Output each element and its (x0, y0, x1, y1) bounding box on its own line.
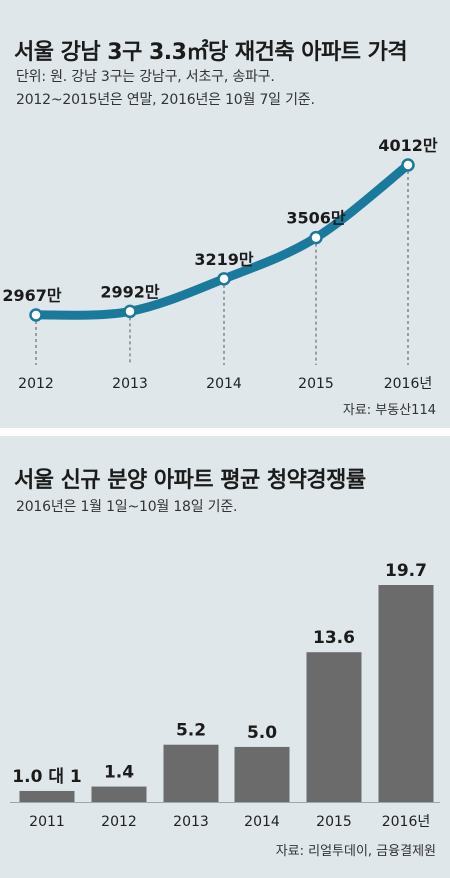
x-tick-4: 2016년 (384, 376, 433, 392)
bar-0 (19, 790, 75, 802)
bar-x-tick-4: 2015 (316, 814, 352, 830)
bar-x-tick-3: 2014 (244, 814, 280, 830)
line-chart-source: 자료: 부동산114 (342, 403, 436, 418)
bar-value-label-4: 13.6 (313, 628, 355, 648)
x-tick-1: 2013 (112, 376, 148, 392)
line-chart-title: 서울 강남 3구 3.3㎡당 재건축 아파트 가격 (14, 40, 408, 65)
bar-value-label-3: 5.0 (247, 723, 277, 743)
bar-value-label-2: 5.2 (176, 721, 206, 741)
bar-5 (378, 585, 434, 802)
x-tick-3: 2015 (298, 376, 334, 392)
bar-1 (91, 786, 147, 802)
x-tick-0: 2012 (18, 376, 54, 392)
bar-value-label-0: 1.0 대 1 (12, 767, 81, 787)
data-point-3 (309, 230, 323, 245)
x-tick-2: 2014 (206, 376, 242, 392)
bar-chart-subtitle: 2016년은 1월 1일~10월 18일 기준. (16, 499, 238, 515)
data-point-2 (217, 272, 231, 286)
line-chart: 2967만 2012 2992만 2013 3219만 2014 3506만 2015 4012… (2, 136, 438, 392)
bar-x-tick-5: 2016년 (382, 814, 431, 830)
bar-value-label-5: 19.7 (385, 561, 427, 581)
bar-4 (306, 652, 362, 802)
line-chart-panel: 서울 강남 3구 3.3㎡당 재건축 아파트 가격 단위: 원. 강남 3구는 … (0, 0, 450, 428)
value-label-1: 2992만 (100, 282, 160, 301)
bar-x-tick-2: 2013 (173, 814, 209, 830)
value-label-0: 2967만 (2, 286, 62, 305)
value-label-2: 3219만 (194, 250, 254, 269)
bar-chart-source: 자료: 리얼투데이, 금융결제원 (275, 844, 436, 859)
bar-chart-title: 서울 신규 분양 아파트 평균 청약경쟁률 (14, 468, 366, 493)
bar-chart-panel: 서울 신규 분양 아파트 평균 청약경쟁률 2016년은 1월 1일~10월 1… (0, 436, 450, 878)
value-label-4: 4012만 (378, 136, 438, 155)
bar-2 (163, 744, 219, 802)
data-point-1 (123, 304, 137, 319)
price-line (31, 160, 413, 320)
bar-chart: 1.0 대 1 2011 1.4 2012 5.2 2013 5.0 2014 13.6 2015… (10, 561, 440, 830)
bar-value-label-1: 1.4 (104, 763, 134, 783)
bar-x-tick-1: 2012 (101, 814, 137, 830)
bar-3 (234, 746, 290, 802)
bar-x-tick-0: 2011 (29, 814, 65, 830)
data-point-4 (401, 158, 415, 172)
line-chart-subtitle-2: 2012~2015년은 연말, 2016년은 10월 7일 기준. (16, 92, 315, 108)
data-point-0 (29, 308, 43, 322)
line-chart-subtitle-1: 단위: 원. 강남 3구는 강남구, 서초구, 송파구. (16, 69, 275, 85)
value-label-3: 3506만 (286, 209, 346, 228)
